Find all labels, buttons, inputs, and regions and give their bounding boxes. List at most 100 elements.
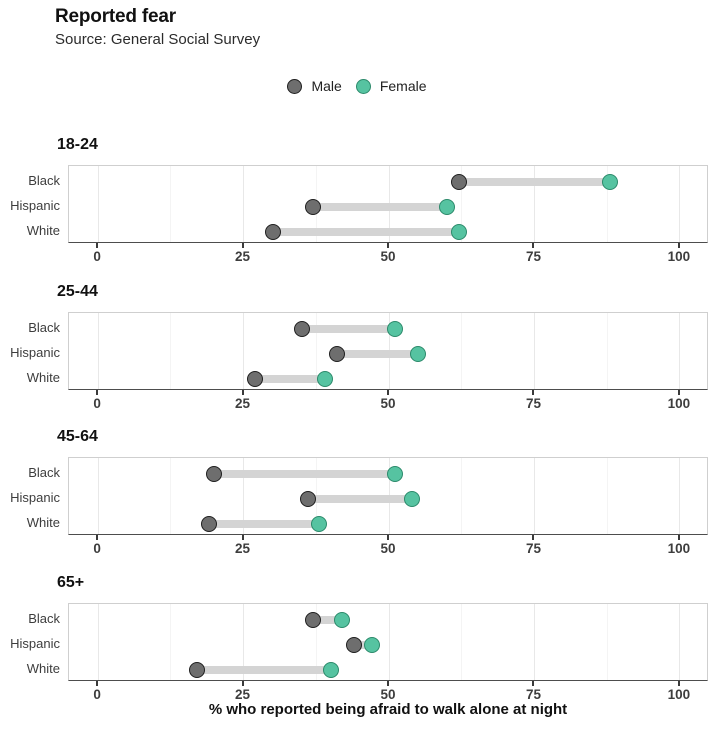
female-dot <box>363 637 380 653</box>
panel <box>68 457 708 535</box>
category-label: Black <box>28 465 60 480</box>
gridline-minor <box>461 458 463 534</box>
female-swatch-icon <box>355 78 371 94</box>
gridline-major <box>533 166 535 242</box>
male-dot <box>450 174 467 190</box>
facet-label: 18-24 <box>57 136 98 153</box>
gridline-major <box>533 604 535 680</box>
gridline-major <box>679 166 681 242</box>
gridline-major <box>679 604 681 680</box>
x-tick-label: 50 <box>380 249 396 264</box>
female-dot <box>439 199 456 215</box>
legend-label-male: Male <box>311 78 342 94</box>
gridline-minor <box>606 313 608 389</box>
male-dot <box>299 491 316 507</box>
category-label: Black <box>28 173 60 188</box>
legend: Male Female <box>0 78 714 94</box>
x-tick-mark <box>677 535 680 540</box>
x-tick-mark <box>677 243 680 248</box>
x-tick-label: 75 <box>525 541 541 556</box>
gridline-major <box>243 313 245 389</box>
category-label: White <box>26 370 60 385</box>
gridline-minor <box>461 313 463 389</box>
x-tick-label: 25 <box>235 249 251 264</box>
gridline-minor <box>170 458 172 534</box>
connector-bar <box>255 375 325 383</box>
connector-bar <box>301 325 395 333</box>
x-tick-label: 0 <box>93 249 101 264</box>
gridline-minor <box>606 458 608 534</box>
x-tick-label: 75 <box>525 687 541 702</box>
gridline-major <box>533 313 535 389</box>
gridline-major <box>97 313 99 389</box>
gridline-major <box>97 458 99 534</box>
connector-bar <box>354 641 372 649</box>
female-dot <box>450 224 467 240</box>
x-tick-mark <box>532 390 535 395</box>
x-tick-mark <box>387 390 389 395</box>
legend-item-male: Male <box>287 78 342 94</box>
x-tick-label: 100 <box>667 541 691 556</box>
gridline-major <box>97 166 99 242</box>
x-tick-mark <box>96 681 99 686</box>
male-dot <box>206 466 223 482</box>
gridline-major <box>243 458 245 534</box>
category-label: White <box>26 661 60 676</box>
facet-label: 25-44 <box>57 283 98 300</box>
connector-bar <box>272 228 459 236</box>
category-label: Black <box>28 611 60 626</box>
gridline-major <box>388 604 390 680</box>
male-dot <box>189 662 205 678</box>
female-dot <box>404 491 421 507</box>
gridline-minor <box>315 313 317 389</box>
connector-bar <box>313 203 448 211</box>
x-tick-mark <box>241 243 244 248</box>
female-dot <box>322 662 339 678</box>
male-dot <box>264 224 281 240</box>
x-tick-label: 75 <box>525 249 541 264</box>
x-tick-mark <box>96 243 99 248</box>
gridline-minor <box>606 166 608 242</box>
connector-bar <box>307 495 413 503</box>
gridline-major <box>533 458 535 534</box>
gridline-major <box>679 313 681 389</box>
x-tick-mark <box>387 243 389 248</box>
facet-label: 45-64 <box>57 428 98 445</box>
x-tick-label: 100 <box>667 687 691 702</box>
x-tick-mark <box>96 390 99 395</box>
x-tick-mark <box>387 681 389 686</box>
category-label: Hispanic <box>10 345 60 360</box>
x-tick-label: 25 <box>235 541 251 556</box>
category-label: White <box>26 515 60 530</box>
male-dot <box>346 637 363 653</box>
female-dot <box>311 516 328 532</box>
legend-label-female: Female <box>379 78 427 94</box>
x-tick-label: 50 <box>380 541 396 556</box>
chart-subtitle: Source: General Social Survey <box>55 31 261 48</box>
x-tick-mark <box>96 535 99 540</box>
gridline-minor <box>315 604 317 680</box>
x-tick-mark <box>677 390 680 395</box>
x-tick-label: 25 <box>235 687 251 702</box>
panel <box>68 603 708 681</box>
x-tick-label: 0 <box>93 541 101 556</box>
x-tick-label: 0 <box>93 396 101 411</box>
gridline-major <box>679 458 681 534</box>
male-dot <box>293 321 310 337</box>
x-tick-mark <box>532 243 535 248</box>
female-dot <box>602 174 619 190</box>
x-tick-mark <box>532 681 535 686</box>
gridline-minor <box>461 166 463 242</box>
x-tick-mark <box>387 535 389 540</box>
x-tick-label: 50 <box>380 396 396 411</box>
gridline-major <box>243 604 245 680</box>
connector-bar <box>197 666 331 674</box>
x-tick-mark <box>532 535 535 540</box>
gridline-major <box>243 166 245 242</box>
female-dot <box>410 346 427 362</box>
female-dot <box>386 466 403 482</box>
female-dot <box>334 612 351 628</box>
gridline-minor <box>170 313 172 389</box>
male-dot <box>328 346 345 362</box>
